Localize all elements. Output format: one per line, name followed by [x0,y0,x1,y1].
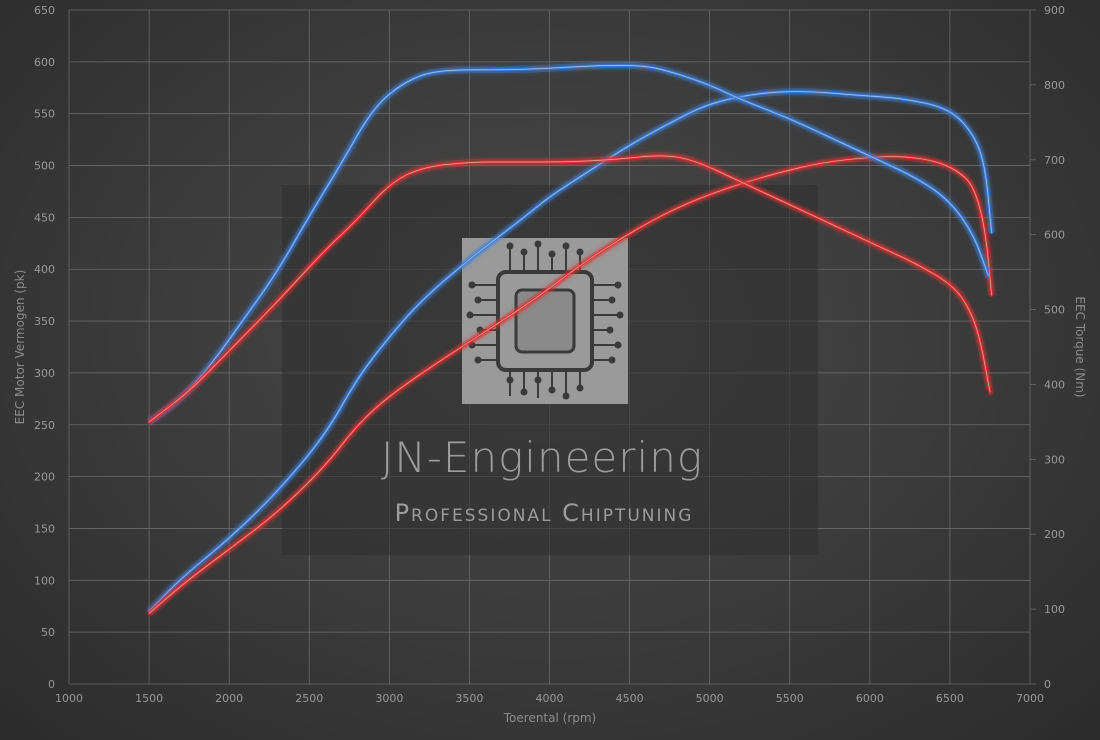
x-tick-label: 3000 [375,692,403,705]
x-tick-label: 3500 [455,692,483,705]
y-tick-label: 400 [34,263,55,276]
series-line-3 [147,152,994,425]
x-tick-label: 5500 [776,692,804,705]
x-tick-label: 1500 [135,692,163,705]
y2-tick-label: 900 [1044,4,1065,17]
y-tick-label: 350 [34,315,55,328]
watermark-subtitle: Professional Chiptuning [395,499,694,527]
tick-labels: 1000 1500 2000 2500 3000 3500 4000 4500 5000 5500… [34,4,1065,705]
circuit-chip-icon [462,238,628,404]
series-line-1 [146,153,996,617]
y2-tick-label: 100 [1044,603,1065,616]
x-tick-label: 4000 [536,692,564,705]
x-axis-title: Toerental (rpm) [503,711,596,725]
y-tick-label: 50 [41,626,55,639]
y2-tick-label: 300 [1044,453,1065,466]
x-tick-label: 6500 [936,692,964,705]
y-tick-label: 300 [34,367,55,380]
series-line-2 [147,61,992,425]
y2-axis-title: EEC Torque (Nm) [1073,296,1087,397]
series-group [146,61,996,617]
y-tick-label: 150 [34,522,55,535]
y-tick-label: 100 [34,574,55,587]
y2-tick-label: 500 [1044,304,1065,317]
y2-tick-label: 700 [1044,154,1065,167]
y2-tick-label: 600 [1044,229,1065,242]
y-tick-label: 550 [34,108,55,121]
y2-tick-label: 200 [1044,528,1065,541]
x-tick-label: 4500 [616,692,644,705]
y-tick-label: 0 [48,678,55,691]
y-tick-label: 650 [34,4,55,17]
y-axis-title: EEC Motor Vermogen (pk) [13,270,27,425]
y2-tick-label: 400 [1044,378,1065,391]
x-tick-label: 2000 [215,692,243,705]
x-tick-label: 1000 [55,692,83,705]
watermark-title: JN-Engineering [381,433,703,482]
y-tick-label: 600 [34,56,55,69]
y-tick-label: 250 [34,419,55,432]
y2-tick-label: 0 [1044,678,1051,691]
x-tick-label: 7000 [1016,692,1044,705]
y-tick-label: 450 [34,211,55,224]
x-tick-label: 6000 [856,692,884,705]
series-line-0 [146,88,996,614]
watermark: JN-Engineering Professional Chiptuning [282,185,818,555]
x-tick-label: 5000 [696,692,724,705]
y2-tick-label: 800 [1044,79,1065,92]
x-tick-label: 2500 [295,692,323,705]
y-tick-label: 500 [34,160,55,173]
y-tick-label: 200 [34,471,55,484]
